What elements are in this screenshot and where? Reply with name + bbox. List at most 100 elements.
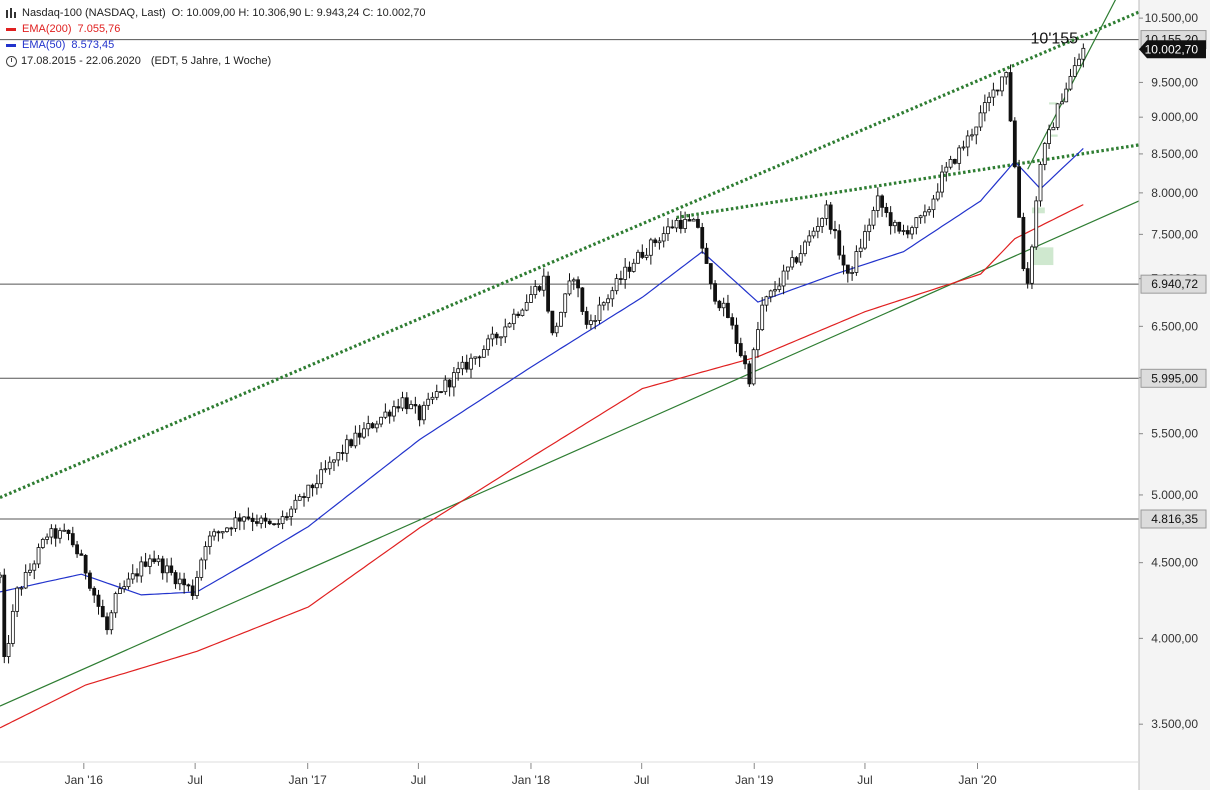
candle: [28, 563, 32, 576]
candle: [259, 515, 264, 529]
candle: [713, 280, 717, 305]
candle-body: [888, 212, 893, 227]
candle: [631, 258, 636, 273]
candle: [323, 460, 328, 473]
candle: [601, 301, 606, 311]
candle-body: [854, 251, 859, 273]
candle-body: [190, 585, 195, 596]
trendline: [1027, 0, 1117, 170]
candle-body: [92, 587, 97, 596]
candle-body: [96, 594, 101, 607]
candle-body: [670, 226, 675, 229]
candle-body: [242, 516, 246, 522]
candle: [499, 336, 503, 347]
candle: [310, 483, 315, 497]
peak-annotation: 10'155: [1031, 31, 1079, 48]
y-tick-label: 5.500,00: [1151, 427, 1198, 441]
candle: [246, 507, 251, 521]
candle: [524, 294, 529, 312]
instrument-name: Nasdaq-100 (NASDAQ, Last): [22, 7, 166, 19]
candle-body: [584, 311, 589, 325]
candle: [863, 224, 867, 251]
candle: [413, 396, 418, 414]
candle-body: [374, 423, 379, 429]
candle-body: [1064, 88, 1069, 103]
candle: [948, 155, 953, 170]
candle: [152, 550, 157, 564]
candle: [297, 493, 302, 501]
last-price-badge: [1139, 40, 1206, 59]
legend-ema50-row: EMA(50) 8.573,45: [6, 37, 425, 53]
candle-body: [122, 586, 127, 590]
candle: [606, 294, 610, 311]
x-tick-label: Jul: [634, 773, 649, 787]
candle: [477, 355, 482, 367]
candle: [267, 518, 272, 525]
candle: [447, 379, 452, 397]
candle-body: [186, 584, 191, 587]
candle-body: [383, 411, 388, 418]
candle-body: [426, 398, 431, 406]
candle-body: [182, 578, 187, 586]
candle-body: [1021, 216, 1026, 270]
candle: [147, 554, 152, 575]
dotted-trendline: [676, 143, 1140, 220]
candle: [559, 311, 563, 327]
candle: [614, 273, 619, 295]
candle-body: [918, 215, 923, 219]
candle: [40, 537, 45, 550]
candle-body: [409, 404, 413, 410]
candle: [923, 204, 927, 224]
candle-body: [203, 546, 208, 561]
candle: [691, 217, 696, 222]
candle: [811, 227, 816, 239]
candle: [66, 529, 71, 541]
candle: [773, 281, 777, 297]
candle: [1060, 93, 1064, 105]
candle: [203, 541, 208, 570]
candle: [905, 225, 910, 239]
level-badge-label: 5.995,00: [1151, 371, 1198, 385]
candle: [332, 459, 336, 472]
candle-body: [931, 198, 936, 211]
clock-icon: [6, 55, 17, 67]
candle: [473, 356, 478, 365]
candle-body: [139, 561, 144, 577]
candle-body: [636, 251, 640, 264]
candle-body: [160, 558, 165, 574]
candle: [687, 213, 692, 222]
candle: [426, 392, 431, 410]
candle-body: [764, 296, 769, 306]
candle: [777, 277, 782, 293]
candle-body: [422, 404, 426, 421]
candle-body: [863, 231, 867, 249]
ohlc-values: O: 10.009,00 H: 10.306,90 L: 9.943,24 C:…: [171, 7, 426, 19]
candle-body: [344, 439, 349, 454]
x-tick-label: Jan '17: [289, 773, 328, 787]
candle-body: [824, 204, 829, 219]
candle-body: [503, 326, 508, 338]
candle: [747, 360, 752, 387]
candle: [233, 511, 238, 532]
candle: [760, 297, 765, 332]
candle: [302, 492, 306, 507]
candle-body: [220, 531, 225, 534]
candle-body: [1068, 75, 1073, 90]
candle: [567, 273, 572, 296]
candle: [430, 392, 435, 405]
candle-body: [516, 313, 521, 316]
candle: [49, 524, 54, 545]
candle: [623, 257, 628, 289]
candle-body: [648, 239, 653, 256]
candle-body: [511, 313, 516, 325]
candle-body: [353, 432, 358, 447]
candle-body: [507, 323, 512, 328]
candle: [918, 214, 923, 224]
candle: [143, 552, 148, 568]
candle-body: [559, 311, 563, 327]
candle: [23, 564, 28, 590]
candle: [743, 350, 747, 370]
candle-body: [499, 336, 503, 339]
candle-body: [546, 275, 550, 312]
candle: [173, 570, 178, 589]
